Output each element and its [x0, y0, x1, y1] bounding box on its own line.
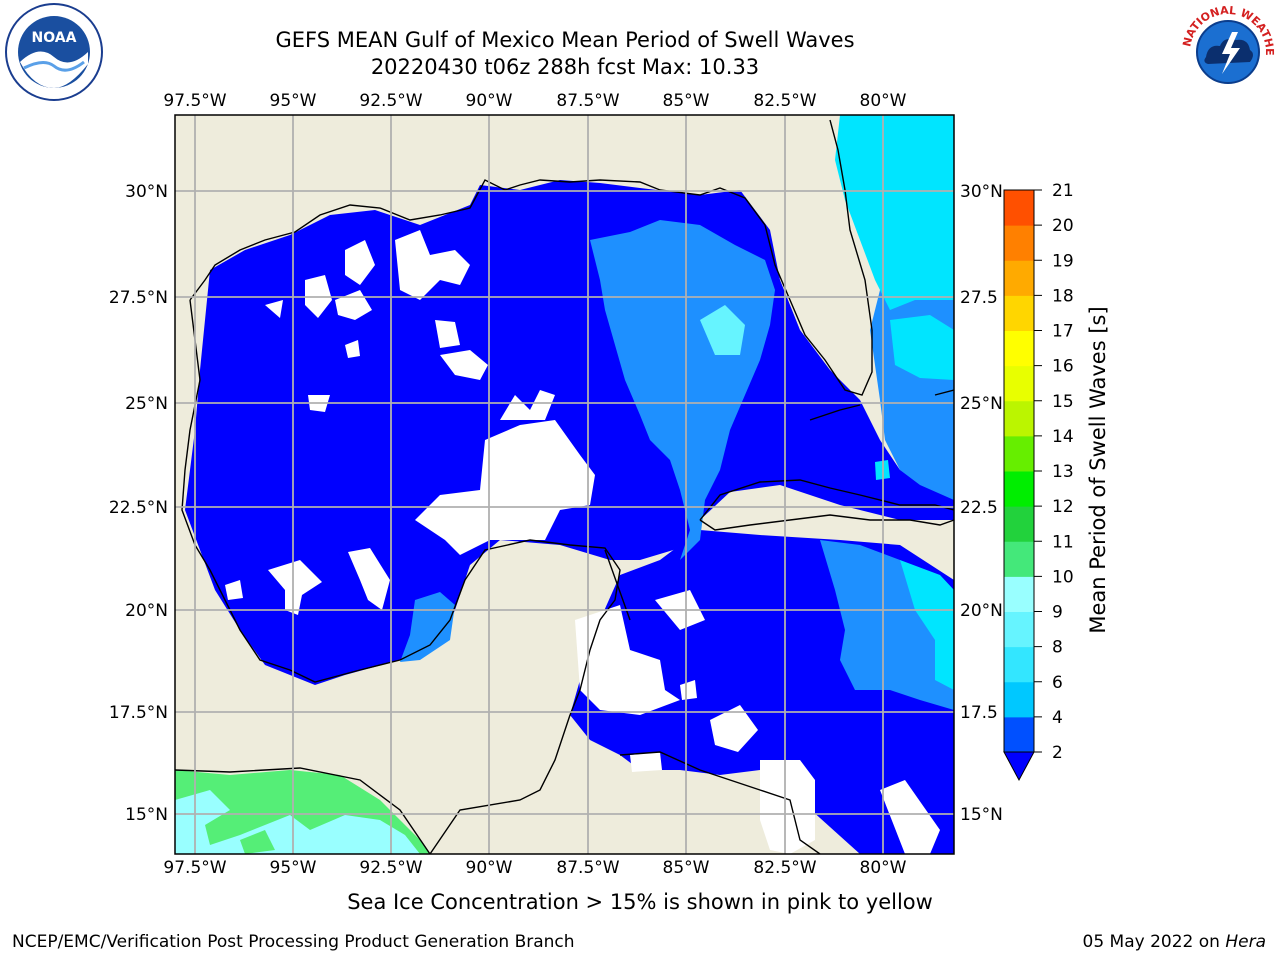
lon-label: 95°W: [270, 91, 317, 111]
colorbar-tick-label: 16: [1052, 357, 1074, 377]
colorbar-segment: [1004, 716, 1034, 753]
colorbar-extend-arrow: [1003, 751, 1035, 782]
colorbar: 2 4 6 8 9 10 11 12 13 14 15 16 17 18 19 20 21: [1003, 181, 1074, 782]
lat-labels-right: 30°N 27.5 25°N 22.5 20°N 17.5 15°N: [960, 182, 1003, 825]
swell-8-10s-region-pacific: [175, 790, 420, 854]
colorbar-tick-label: 15: [1052, 392, 1074, 412]
lon-label: 95°W: [270, 858, 317, 878]
lon-label: 90°W: [466, 858, 513, 878]
lon-label: 92.5°W: [359, 91, 422, 111]
colorbar-segment: [1004, 260, 1034, 296]
coastline: [175, 119, 954, 854]
colorbar-tick-label: 14: [1052, 427, 1074, 447]
colorbar-segment: [1004, 611, 1034, 648]
lat-label: 30°N: [125, 182, 168, 202]
chart-title: GEFS MEAN Gulf of Mexico Mean Period of …: [275, 28, 855, 52]
lat-label: 15°N: [125, 805, 168, 825]
colorbar-tick-label: 9: [1052, 603, 1063, 623]
footer-host: Hera: [1225, 932, 1266, 952]
lat-label: 20°N: [125, 601, 168, 621]
map-area: [175, 115, 954, 854]
colorbar-tick-label: 10: [1052, 567, 1074, 587]
lon-labels-bottom: 97.5°W 95°W 92.5°W 90°W 87.5°W 85°W 82.5…: [163, 858, 906, 878]
colorbar-segment: [1004, 541, 1034, 577]
noaa-logo-text: NOAA: [32, 30, 77, 46]
footer-credit: NCEP/EMC/Verification Post Processing Pr…: [12, 932, 575, 952]
lon-label: 87.5°W: [556, 858, 619, 878]
lon-label: 92.5°W: [359, 858, 422, 878]
lon-label: 80°W: [860, 91, 907, 111]
lat-label: 30°N: [960, 182, 1003, 202]
colorbar-segment: [1004, 646, 1034, 683]
chart-subtitle: 20220430 t06z 288h fcst Max: 10.33: [370, 55, 760, 79]
colorbar-label: Mean Period of Swell Waves [s]: [1086, 306, 1110, 633]
lat-label: 22.5: [960, 498, 998, 518]
lon-label: 82.5°W: [753, 91, 816, 111]
colorbar-tick-label: 18: [1052, 286, 1074, 306]
lon-label: 90°W: [466, 91, 513, 111]
colorbar-tick-label: 11: [1052, 532, 1074, 552]
lon-label: 97.5°W: [163, 91, 226, 111]
colorbar-tick-label: 21: [1052, 181, 1074, 201]
swell-6-8s-region-atlantic: [835, 115, 954, 310]
national-weather-service-logo: NATIONAL WEATHER SERVICE: [1174, 0, 1278, 106]
colorbar-tick-label: 19: [1052, 251, 1074, 271]
lon-label: 87.5°W: [556, 91, 619, 111]
lon-label: 80°W: [860, 858, 907, 878]
colorbar-segment: [1004, 471, 1034, 507]
colorbar-segment: [1004, 435, 1034, 472]
swell-6-8s-region-caribbean-east: [900, 560, 954, 690]
lat-label: 15°N: [960, 805, 1003, 825]
colorbar-segment: [1004, 576, 1034, 612]
colorbar-segment: [1004, 190, 1034, 226]
lat-label: 17.5: [960, 703, 998, 723]
lon-label: 82.5°W: [753, 858, 816, 878]
swell-6-8s-region-central-gulf: [700, 305, 745, 355]
colorbar-segment: [1004, 225, 1034, 261]
colorbar-segment: [1004, 365, 1034, 402]
lat-label: 27.5: [960, 288, 998, 308]
noaa-logo: NOAA: [4, 2, 104, 106]
lon-label: 97.5°W: [163, 858, 226, 878]
colorbar-segment: [1004, 506, 1034, 542]
colorbar-tick-label: 6: [1052, 673, 1063, 693]
colorbar-tick-label: 8: [1052, 638, 1063, 658]
swell-4-6s-region-east-gulf: [590, 220, 775, 560]
colorbar-tick-label: 12: [1052, 497, 1074, 517]
lat-label: 25°N: [960, 394, 1003, 414]
footer-date-text: 05 May 2022 on: [1082, 932, 1226, 952]
swell-6-8s-region-bahamas: [890, 315, 954, 380]
lat-label: 25°N: [125, 394, 168, 414]
sea-ice-caption: Sea Ice Concentration > 15% is shown in …: [347, 890, 933, 914]
colorbar-tick-label: 13: [1052, 462, 1074, 482]
colorbar-tick-label: 20: [1052, 216, 1074, 236]
colorbar-tick-label: 17: [1052, 322, 1074, 342]
lat-label: 22.5°N: [109, 498, 168, 518]
colorbar-tick-label: 2: [1052, 743, 1063, 763]
lat-labels-left: 30°N 27.5°N 25°N 22.5°N 20°N 17.5°N 15°N: [109, 182, 168, 825]
lon-labels-top: 97.5°W 95°W 92.5°W 90°W 87.5°W 85°W 82.5…: [163, 91, 906, 111]
colorbar-segment: [1004, 295, 1034, 331]
lat-label: 20°N: [960, 601, 1003, 621]
lat-label: 17.5°N: [109, 703, 168, 723]
lon-label: 85°W: [663, 91, 710, 111]
colorbar-segment: [1004, 330, 1034, 367]
colorbar-tick-label: 4: [1052, 708, 1063, 728]
lon-label: 85°W: [663, 858, 710, 878]
footer-date: 05 May 2022 on Hera: [1083, 932, 1267, 952]
graticule: [175, 115, 954, 854]
colorbar-segment: [1004, 681, 1034, 718]
colorbar-segment: [1004, 400, 1034, 437]
map-frame: [174, 114, 955, 855]
lat-label: 27.5°N: [109, 288, 168, 308]
